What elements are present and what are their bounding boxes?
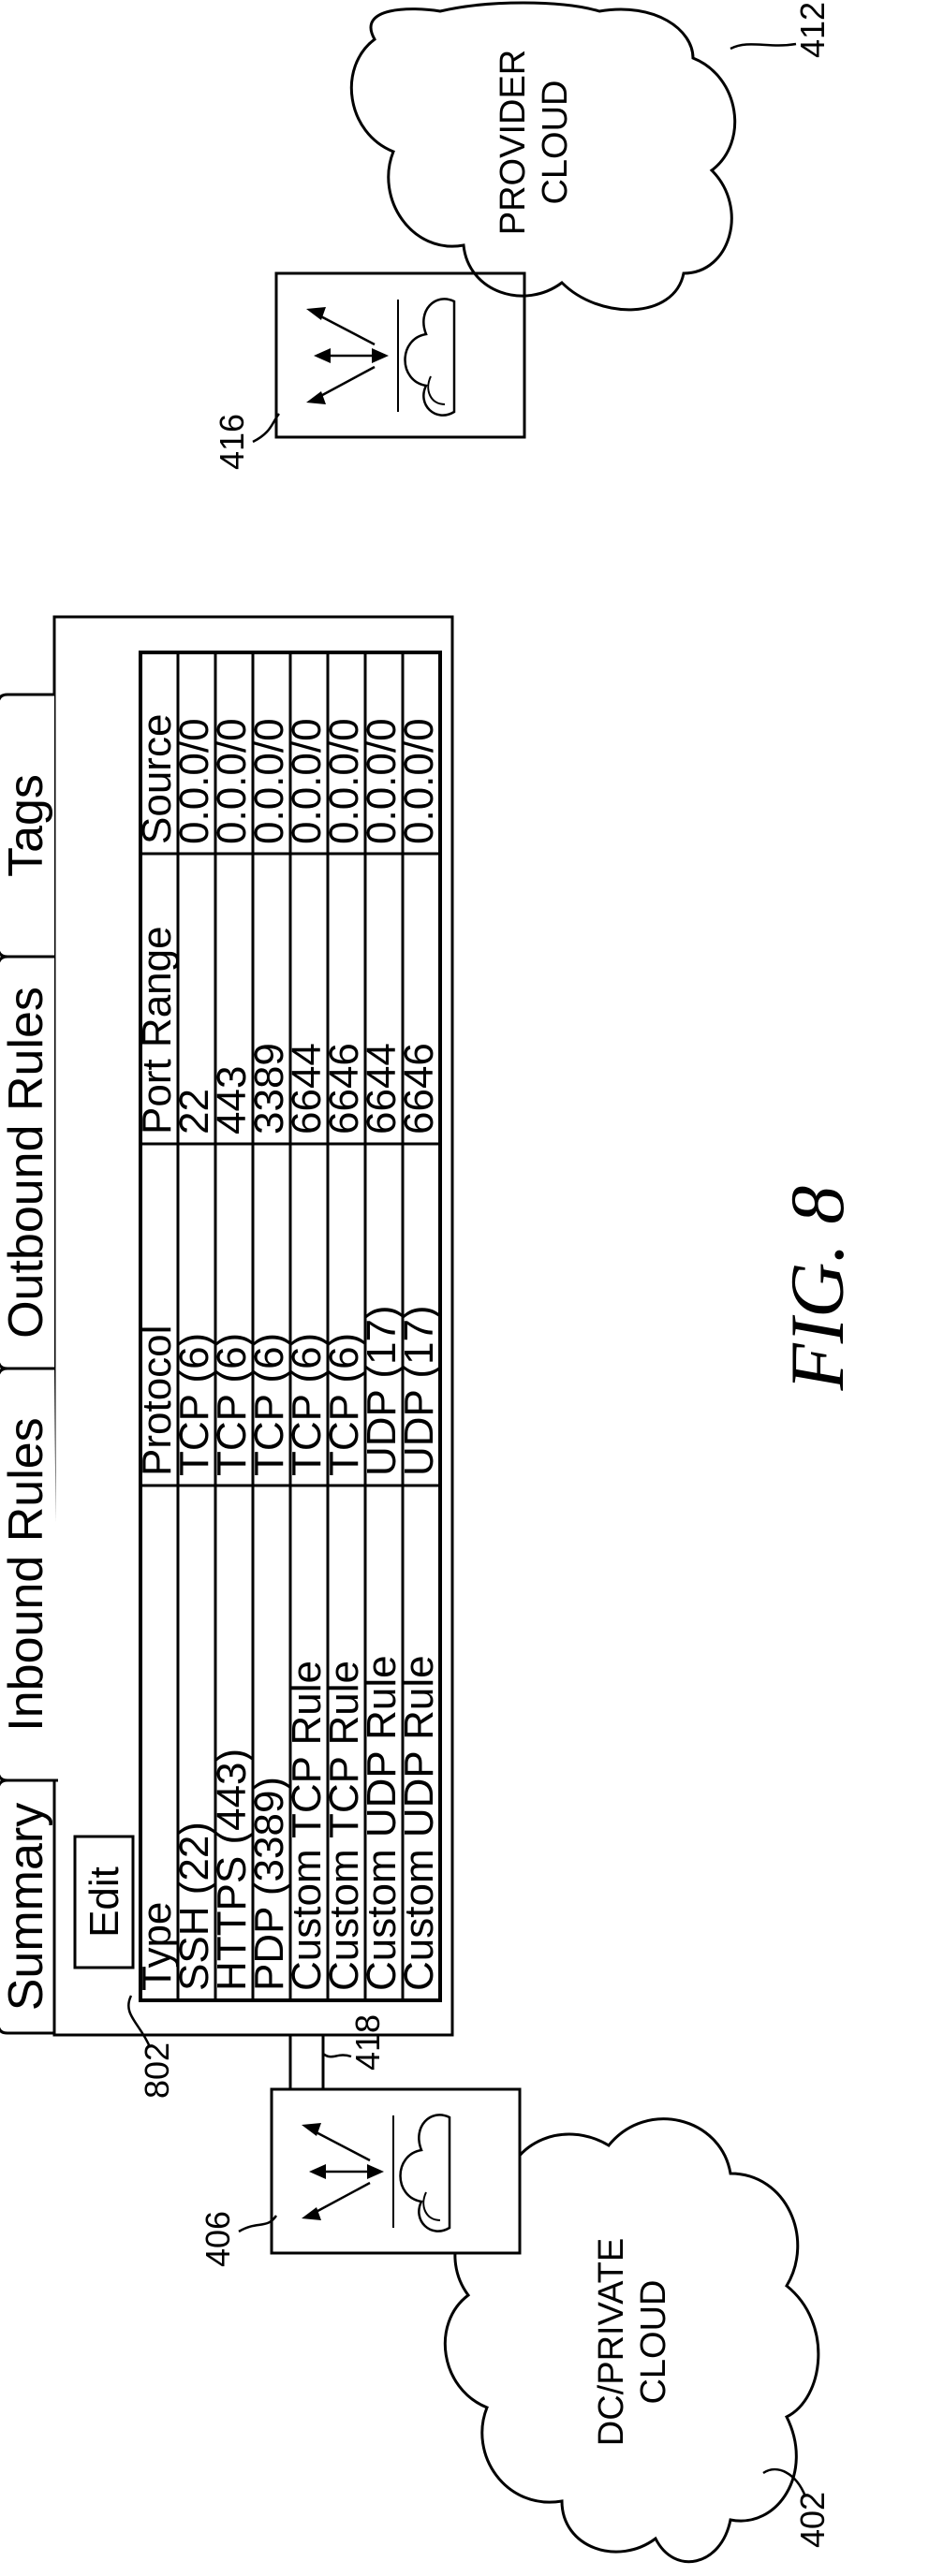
ref-416-label: 416 <box>213 414 251 470</box>
provider-gateway <box>276 273 524 437</box>
ref-406: 406 <box>199 2211 276 2267</box>
edit-button[interactable]: Edit <box>75 1837 133 1968</box>
ref-412-label: 412 <box>793 2 832 58</box>
ref-418-label: 418 <box>348 2014 387 2071</box>
ref-412: 412 <box>730 2 832 58</box>
ref-406-label: 406 <box>199 2211 237 2267</box>
private-cloud-label-2: CLOUD <box>634 2279 673 2404</box>
provider-cloud: PROVIDER CLOUD <box>351 3 734 310</box>
ref-402-label: 402 <box>793 2492 832 2548</box>
tab-tags[interactable]: Tags <box>0 695 54 957</box>
figure-label: FIG. 8 <box>774 1186 860 1392</box>
tab-summary[interactable]: Summary <box>0 1780 54 2033</box>
ref-416: 416 <box>213 414 279 470</box>
tab-summary-label: Summary <box>0 1803 53 2011</box>
tab-outbound-rules-label: Outbound Rules <box>0 987 53 1339</box>
tab-tags-label: Tags <box>0 774 53 877</box>
provider-cloud-label-2: CLOUD <box>536 80 575 204</box>
tab-outbound-rules[interactable]: Outbound Rules <box>0 957 54 1368</box>
edit-button-label: Edit <box>81 1866 127 1938</box>
private-cloud-label-1: DC/PRIVATE <box>592 2238 631 2446</box>
cell-type: Custom UDP Rule <box>396 1655 442 1991</box>
cell-source: 0.0.0/0 <box>396 718 442 844</box>
network-link <box>290 2035 323 2089</box>
tab-inbound-rules-label: Inbound Rules <box>0 1417 53 1731</box>
private-gateway <box>272 2089 520 2253</box>
tab-inbound-rules[interactable]: Inbound Rules <box>0 1368 58 1780</box>
cell-protocol: UDP (17) <box>396 1305 442 1476</box>
provider-cloud-label-1: PROVIDER <box>494 50 533 235</box>
ref-802-label: 802 <box>138 2042 176 2099</box>
cell-port-range: 6646 <box>396 1043 442 1134</box>
